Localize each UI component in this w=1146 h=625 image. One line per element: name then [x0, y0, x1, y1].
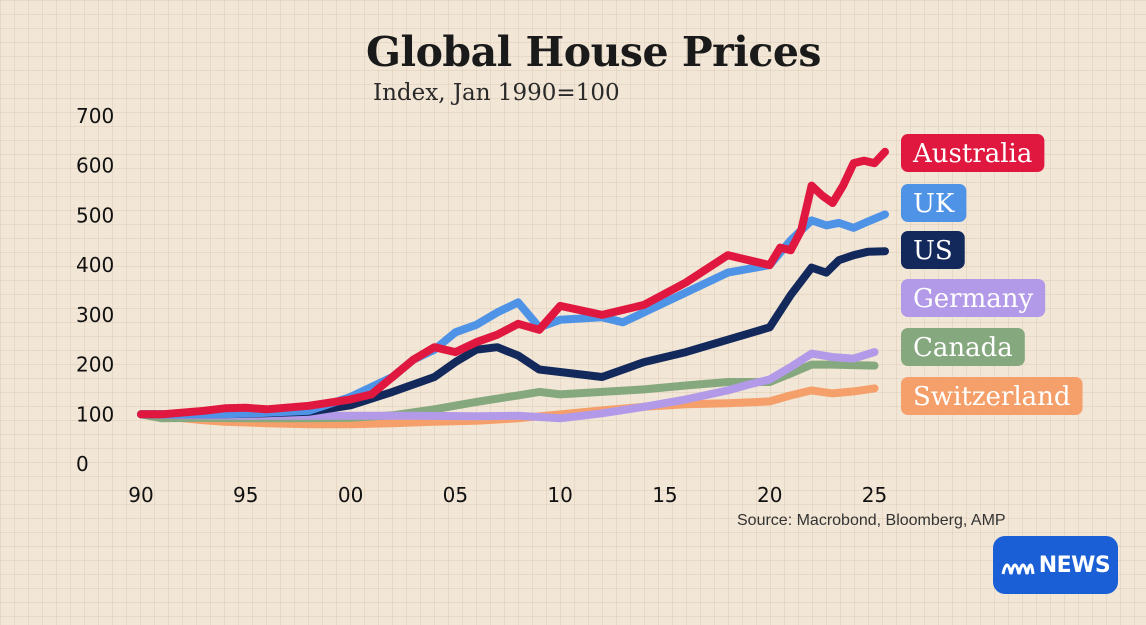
source-note: Source: Macrobond, Bloomberg, AMP: [737, 512, 1006, 529]
legend-label: US: [913, 236, 953, 266]
legend-pill: [901, 328, 1025, 366]
legend-pill: [901, 134, 1045, 172]
x-tick-label: 90: [128, 483, 153, 507]
legend-label: Canada: [913, 333, 1013, 363]
x-tick-label: 05: [443, 483, 468, 507]
legend: Australia UK US Germany Canada Switzerland: [901, 134, 1083, 415]
legend-label: Switzerland: [913, 382, 1071, 412]
x-axis: 90 95 00 05 10 15 20 25: [128, 483, 887, 507]
series-line-germany: [137, 348, 879, 423]
legend-item-us: US: [901, 231, 965, 269]
x-tick-label: 20: [757, 483, 782, 507]
legend-item-germany: Germany: [901, 279, 1046, 317]
abc-logo-icon: [1001, 554, 1035, 576]
legend-label: Germany: [913, 284, 1033, 314]
y-axis: 0 100 200 300 400 500 600 700: [76, 104, 114, 476]
series-line-australia: [137, 147, 889, 419]
plot-lines: [137, 147, 889, 429]
x-tick-label: 95: [233, 483, 258, 507]
y-tick-label: 200: [76, 353, 114, 377]
y-tick-label: 0: [76, 452, 89, 476]
legend-label: Australia: [912, 139, 1032, 169]
x-tick-label: 25: [862, 483, 887, 507]
abc-news-logo: NEWS: [993, 536, 1118, 594]
legend-item-canada: Canada: [901, 328, 1025, 366]
legend-pill: [901, 377, 1083, 415]
logo-text: NEWS: [1038, 552, 1111, 578]
y-tick-label: 500: [76, 203, 114, 227]
y-tick-label: 400: [76, 253, 114, 277]
legend-item-australia: Australia: [901, 134, 1045, 172]
series-line-us: [137, 247, 889, 419]
legend-pill: [901, 231, 965, 269]
chart-subtitle: Index, Jan 1990=100: [373, 80, 620, 106]
y-tick-label: 700: [76, 104, 114, 128]
legend-label: UK: [913, 189, 955, 219]
legend-pill: [901, 279, 1046, 317]
x-tick-label: 10: [547, 483, 572, 507]
legend-item-uk: UK: [901, 184, 967, 222]
y-tick-label: 300: [76, 303, 114, 327]
legend-item-switzerland: Switzerland: [901, 377, 1083, 415]
chart-title: Global House Prices: [366, 28, 822, 76]
legend-pill: [901, 184, 967, 222]
x-tick-label: 15: [652, 483, 677, 507]
y-tick-label: 600: [76, 154, 114, 178]
y-tick-label: 100: [76, 402, 114, 426]
x-tick-label: 00: [338, 483, 363, 507]
